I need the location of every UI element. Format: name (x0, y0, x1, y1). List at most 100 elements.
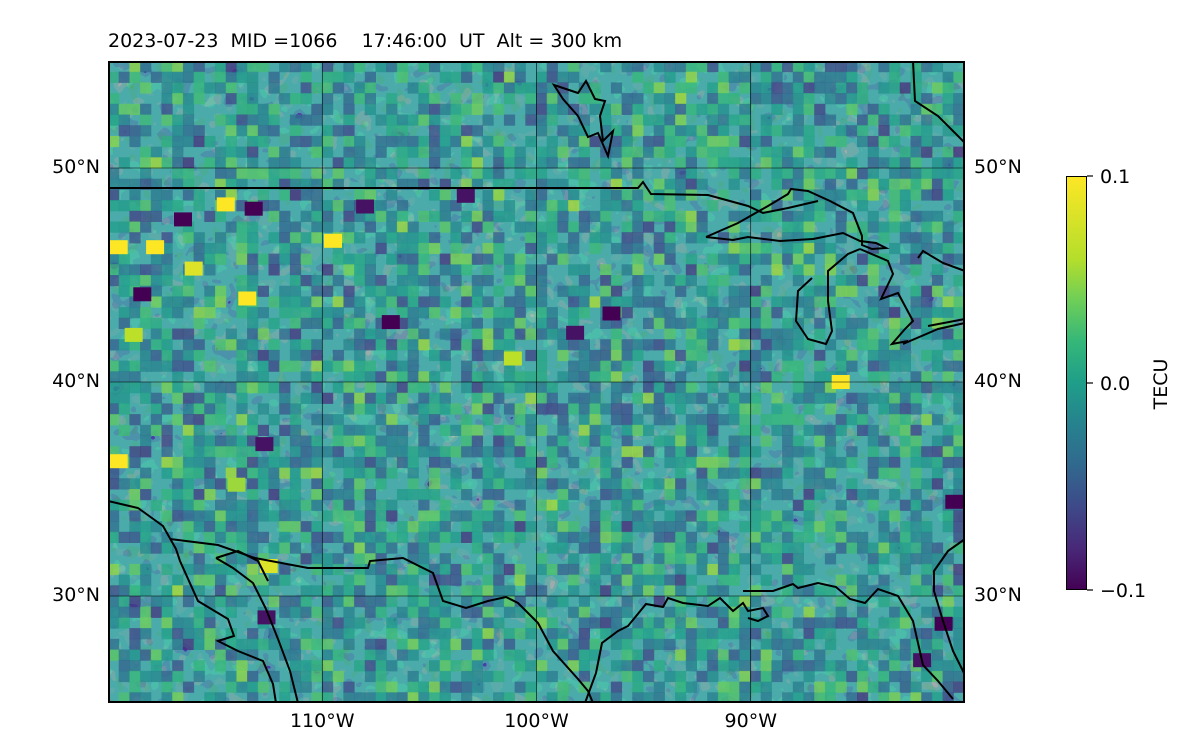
tec-cell (910, 178, 922, 190)
tec-cell (471, 435, 483, 447)
tec-cell (439, 221, 451, 233)
tec-cell (525, 628, 537, 640)
tec-cell (578, 371, 590, 383)
tec-cell (707, 510, 719, 522)
tec-cell (824, 82, 837, 94)
tec-cell (236, 638, 248, 650)
tec-cell (118, 585, 130, 597)
tec-cell (108, 414, 120, 426)
tec-cell (439, 349, 451, 362)
tec-cell (953, 435, 965, 447)
tec-cell (450, 200, 462, 212)
tec-cell (600, 200, 612, 212)
tec-cell (835, 135, 847, 148)
tec-cell (931, 168, 944, 180)
tec-cell (557, 328, 569, 340)
tec-cell (364, 189, 376, 201)
tec-cell (610, 382, 623, 394)
tec-cell (407, 467, 419, 479)
tec-cell (889, 692, 901, 703)
tec-cell (953, 157, 965, 169)
tec-cell (953, 125, 965, 137)
tec-cell (375, 456, 387, 469)
tec-cell (172, 307, 184, 319)
tec-cell (867, 168, 879, 180)
tec-cell (450, 574, 462, 586)
tec-cell (108, 264, 120, 276)
tec-cell (429, 403, 441, 415)
tec-cell (354, 542, 366, 554)
tec-cell (878, 339, 890, 351)
tec-cell (578, 307, 590, 319)
tec-cell (289, 157, 302, 169)
tec-cell (589, 232, 601, 244)
tec-cell (140, 157, 152, 169)
tec-cell (835, 456, 847, 469)
map-canvas[interactable] (108, 61, 965, 703)
tec-cell (482, 71, 494, 83)
tec-cell (375, 446, 387, 458)
tec-cell (461, 264, 473, 276)
tec-cell (204, 596, 216, 608)
tec-cell (525, 210, 537, 222)
tec-cell (803, 617, 815, 629)
tec-cell (771, 660, 783, 672)
tec-cell (803, 307, 815, 319)
tec-cell (643, 670, 655, 683)
tec-cell (279, 542, 291, 554)
tec-cell (257, 531, 269, 543)
tec-cell (129, 125, 141, 137)
tec-cell (482, 499, 494, 511)
tec-cell (418, 542, 430, 554)
tec-cell (814, 189, 826, 201)
tec-cell (782, 467, 794, 479)
tec-cell (279, 574, 291, 586)
tec-cell (750, 467, 762, 479)
tec-cell (792, 264, 804, 276)
tec-cell (268, 178, 280, 190)
tec-cell (375, 585, 387, 597)
tec-cell (525, 114, 537, 126)
tec-cell (236, 103, 248, 115)
tec-cell (760, 617, 772, 629)
tec-cell (247, 82, 259, 94)
tec-cell (760, 93, 772, 105)
tec-cell (557, 649, 569, 661)
tec-map[interactable] (108, 61, 965, 703)
tec-cell (942, 307, 954, 319)
tec-cell (942, 456, 954, 469)
tec-cell (857, 681, 869, 693)
tec-cell (878, 360, 890, 372)
tec-cell (300, 307, 312, 319)
tec-cell (140, 114, 152, 126)
tec-cell (867, 649, 879, 661)
tec-cell (429, 489, 441, 501)
tec-cell (182, 446, 195, 458)
tec-cell (578, 628, 590, 640)
tec-cell (760, 146, 772, 158)
tec-cell (396, 531, 409, 543)
tec-cell (910, 638, 922, 650)
tec-cell (792, 242, 804, 255)
tec-cell (493, 135, 505, 148)
tec-cell (289, 456, 302, 469)
tec-cell (621, 61, 633, 73)
tec-cell (664, 478, 676, 490)
tec-cell (782, 660, 794, 672)
tec-cell (685, 456, 697, 469)
tec-cell (921, 210, 933, 222)
great-lakes-east (917, 249, 965, 272)
tec-cell (482, 638, 494, 650)
tec-cell (707, 606, 719, 618)
tec-cell (161, 456, 173, 469)
tec-cell (664, 328, 676, 340)
tec-cell (931, 670, 944, 683)
tec-cell (664, 585, 676, 597)
tec-cell (289, 349, 302, 362)
tec-cell (236, 360, 248, 372)
tec-cell (503, 71, 516, 83)
tec-cell (289, 606, 302, 618)
tec-cell (921, 349, 933, 362)
tec-cell (621, 296, 633, 308)
tec-cell (536, 382, 548, 394)
